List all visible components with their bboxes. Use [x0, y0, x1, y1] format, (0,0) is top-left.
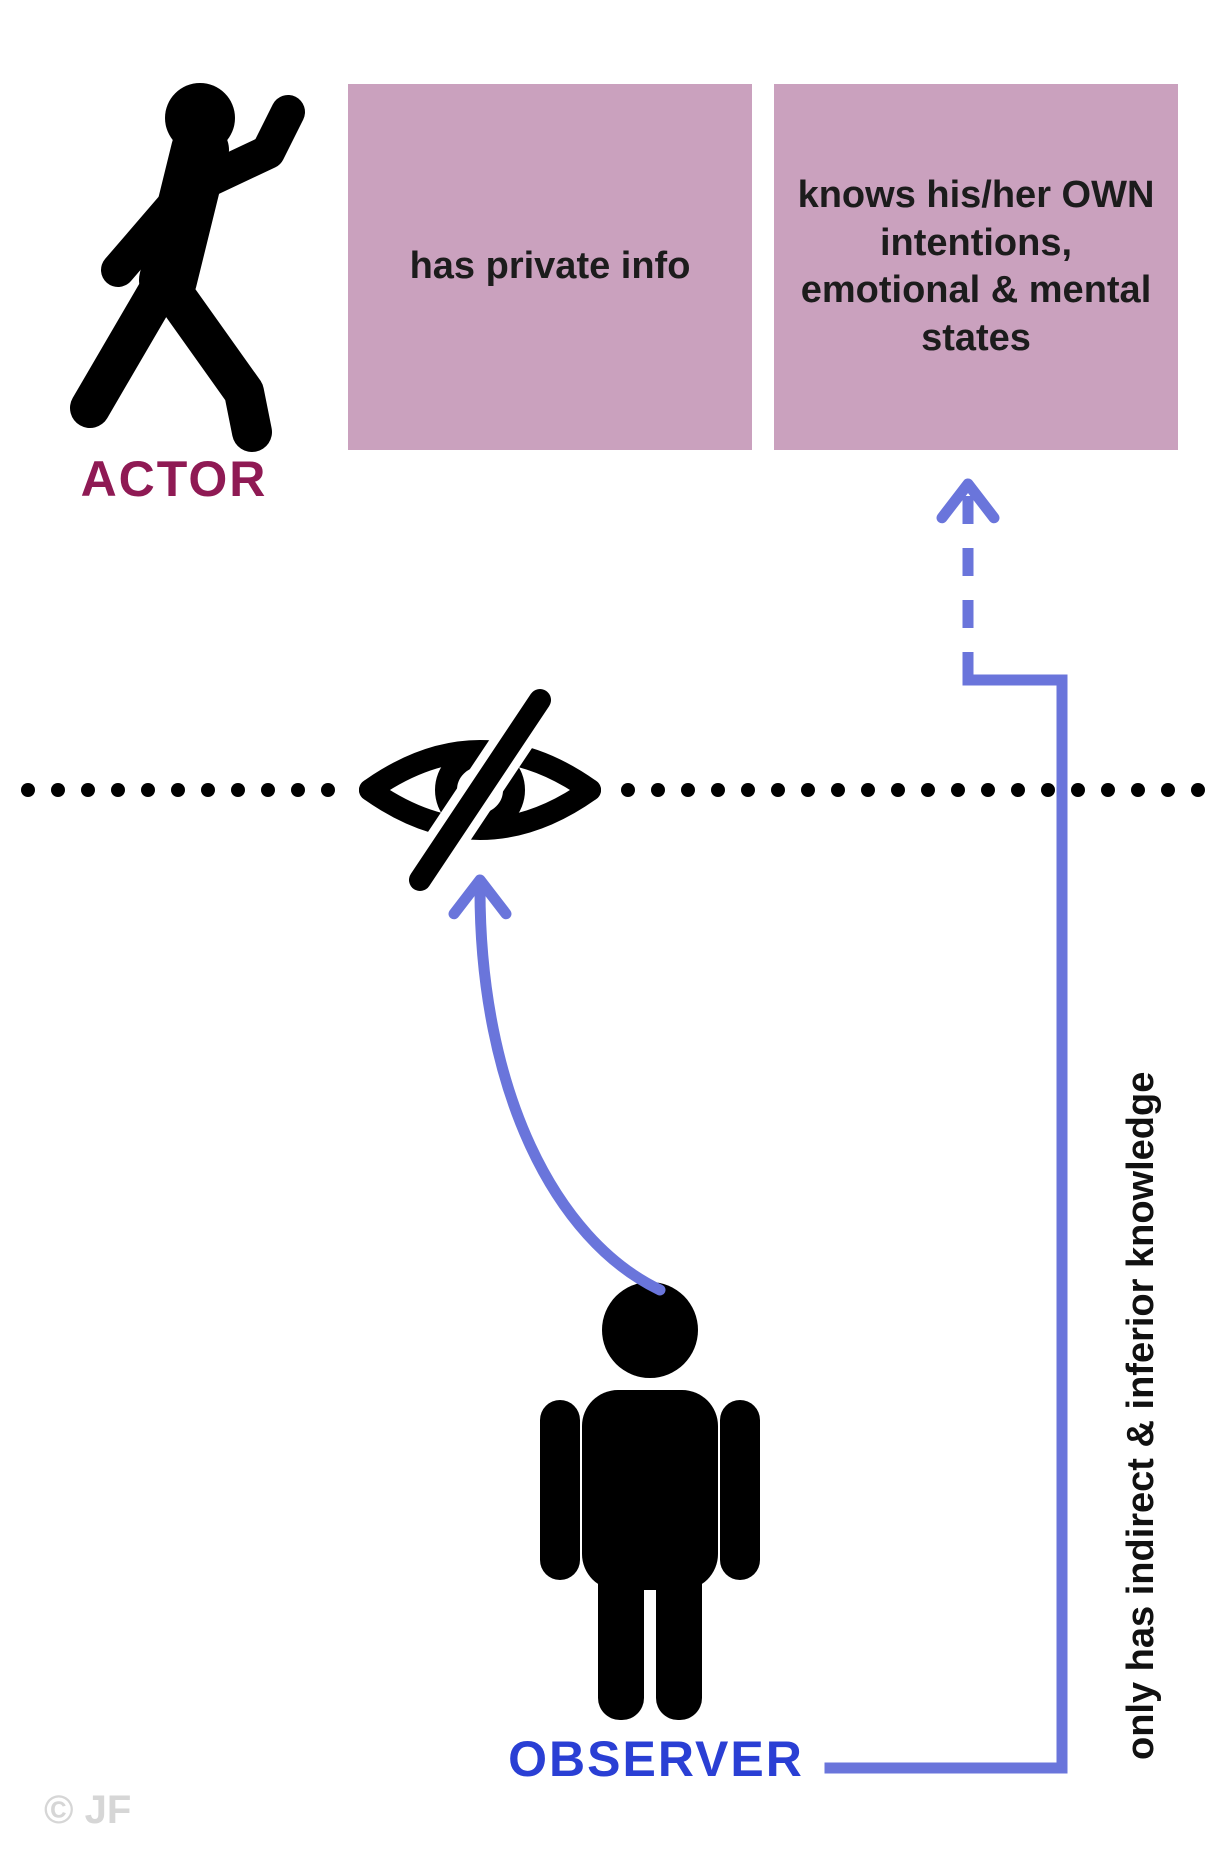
- info-box-private-text: has private info: [410, 243, 691, 291]
- observer-person-icon: [540, 1282, 760, 1720]
- info-box-intentions: knows his/her OWN intentions, emotional …: [774, 84, 1178, 450]
- observer-label: OBSERVER: [476, 1730, 836, 1788]
- indirect-knowledge-label: only has indirect & inferior knowledge: [1120, 1072, 1163, 1760]
- actor-person-icon: [90, 83, 288, 432]
- actor-label: ACTOR: [34, 450, 314, 508]
- divider-dotted-line: [21, 783, 1205, 797]
- info-box-private: has private info: [348, 84, 752, 450]
- arrow-observer-to-eye: [454, 880, 660, 1290]
- diagram-canvas: has private info knows his/her OWN inten…: [0, 0, 1212, 1856]
- hidden-eye-icon: [370, 700, 590, 880]
- info-box-intentions-text: knows his/her OWN intentions, emotional …: [794, 172, 1158, 362]
- arrow-observer-to-box: [830, 476, 1062, 1768]
- credit-label: © JF: [44, 1788, 131, 1833]
